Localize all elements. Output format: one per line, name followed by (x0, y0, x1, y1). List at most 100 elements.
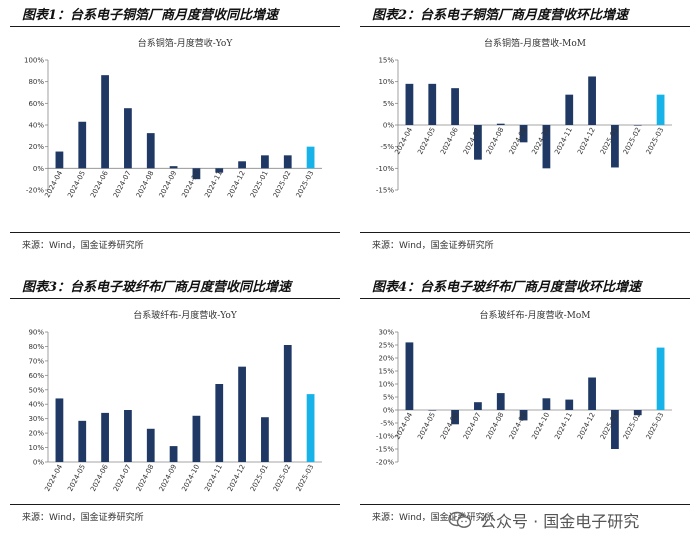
source-rule (360, 504, 690, 505)
watermark: 公众号 · 国金电子研究 (448, 506, 639, 534)
x-tick-label: 2024-12 (226, 170, 247, 200)
y-tick-label: 10% (28, 444, 44, 452)
y-tick-label: 20% (28, 143, 44, 151)
y-tick-label: 80% (28, 78, 44, 86)
x-tick-label: 2024-09 (158, 463, 179, 493)
figure-panel-1: 图表1：台系电子铜箔厂商月度营收同比增速 台系铜箔-月度营收-YoY -20% 0%… (10, 4, 350, 254)
y-tick-label: -15% (376, 187, 394, 195)
x-tick-label: 2025-02 (272, 170, 293, 200)
bar-2024-06 (451, 410, 459, 425)
bar-2024-10 (192, 415, 201, 462)
bar-2025-02 (283, 155, 292, 169)
y-tick-label: 90% (28, 329, 44, 337)
title-rule (10, 298, 340, 299)
bar-chart-glass-fabric-yoy: 台系玻纤布-月度营收-YoY 0% 10% 20% 30% 40% 50% 60% 70% 80%… (28, 309, 322, 493)
title-rule (360, 26, 690, 27)
bar-2024-05 (428, 83, 437, 125)
x-tick-label: 2024-07 (112, 463, 133, 493)
chart-title: 台系玻纤布-月度营收-YoY (133, 309, 238, 321)
x-tick-label: 2025-02 (622, 126, 643, 156)
bar-2024-12 (588, 76, 596, 125)
bar-2025-03 (306, 394, 315, 462)
bar-2025-01 (261, 417, 269, 462)
y-tick-label: 10% (378, 78, 394, 86)
bar-2024-08 (146, 428, 155, 462)
y-tick-label: 25% (378, 342, 394, 350)
figure-title: 图表1：台系电子铜箔厂商月度营收同比增速 (22, 8, 279, 23)
x-tick-label: 2024-07 (462, 411, 483, 441)
figure-panel-2: 图表2：台系电子铜箔厂商月度营收环比增速 台系铜箔-月度营收-MoM -15% -1… (360, 4, 700, 254)
bar-2025-01 (611, 125, 619, 168)
x-tick-label: 2024-06 (89, 463, 110, 493)
bar-2024-07 (474, 125, 482, 160)
bar-2024-05 (428, 410, 437, 411)
x-tick-label: 2024-12 (576, 126, 597, 156)
bar-2024-11 (215, 384, 224, 462)
x-tick-label: 2025-03 (645, 411, 666, 441)
bar-2024-07 (124, 410, 132, 462)
x-tick-label: 2024-04 (43, 463, 64, 493)
bar-chart-copper-foil-yoy: 台系铜箔-月度营收-YoY -20% 0% 20% 40% 60% 80% 100% 2024-… (24, 37, 322, 200)
source-note: 来源：Wind，国金证券研究所 (22, 241, 144, 251)
x-tick-label: 2025-02 (272, 463, 293, 493)
x-tick-label: 2024-09 (158, 170, 179, 200)
figure-panel-4: 图表4：台系电子玻纤布厂商月度营收环比增速 台系玻纤布-月度营收-MoM -20%… (360, 276, 700, 526)
x-tick-label: 2024-08 (485, 126, 506, 156)
y-tick-label: 0% (33, 459, 44, 467)
figure-panel-3: 图表3：台系电子玻纤布厂商月度营收同比增速 台系玻纤布-月度营收-YoY 0% 10… (10, 276, 350, 526)
y-tick-label: 0% (33, 165, 44, 173)
bar-2024-09 (519, 125, 528, 143)
bar-chart-copper-foil-mom: 台系铜箔-月度营收-MoM -15% -10% -5% 0% 5% 10% 15% 2024-0… (376, 37, 672, 195)
chart-title: 台系铜箔-月度营收-YoY (138, 37, 234, 49)
bar-2024-08 (146, 133, 155, 169)
x-tick-label: 2024-05 (416, 411, 437, 441)
x-tick-label: 2024-04 (393, 126, 414, 156)
bar-2024-12 (238, 161, 246, 169)
title-rule (10, 26, 340, 27)
bar-2024-10 (542, 398, 551, 410)
bar-2025-03 (656, 347, 665, 410)
source-rule (10, 232, 340, 233)
bar-2024-06 (101, 412, 109, 462)
source-note: 来源：Wind，国金证券研究所 (372, 513, 494, 523)
chart-title: 台系铜箔-月度营收-MoM (484, 37, 586, 49)
bar-2024-12 (588, 377, 596, 410)
x-tick-label: 2024-05 (416, 126, 437, 156)
x-tick-label: 2024-11 (553, 126, 574, 156)
y-tick-label: 0% (383, 407, 394, 415)
bar-2025-03 (656, 94, 665, 125)
bar-2024-10 (192, 168, 201, 180)
bar-2024-11 (565, 399, 574, 410)
x-tick-label: 2024-06 (439, 126, 460, 156)
bar-2024-04 (405, 342, 414, 410)
x-tick-label: 2024-10 (530, 411, 551, 441)
bar-2025-02 (633, 125, 642, 126)
title-rule (360, 298, 690, 299)
wechat-icon (448, 511, 472, 528)
x-tick-label: 2024-05 (66, 463, 87, 493)
x-tick-label: 2024-08 (135, 170, 156, 200)
y-tick-label: 60% (28, 372, 44, 380)
watermark-text: 公众号 · 国金电子研究 (480, 512, 640, 531)
y-tick-label: 30% (378, 329, 394, 337)
bar-2024-06 (101, 75, 109, 169)
bar-2024-04 (55, 151, 64, 169)
bar-2024-05 (78, 420, 87, 462)
bar-2024-09 (169, 446, 178, 462)
bar-2024-06 (451, 88, 459, 125)
source-rule (10, 504, 340, 505)
bar-2024-12 (238, 366, 246, 462)
x-tick-label: 2024-10 (180, 463, 201, 493)
x-tick-label: 2024-12 (226, 463, 247, 493)
x-tick-label: 2024-12 (576, 411, 597, 441)
y-tick-label: 20% (378, 355, 394, 363)
y-tick-label: -20% (376, 459, 394, 467)
chart-title: 台系玻纤布-月度营收-MoM (480, 309, 591, 321)
y-tick-label: -10% (376, 165, 394, 173)
source-note: 来源：Wind，国金证券研究所 (22, 513, 144, 523)
bar-2024-11 (215, 168, 224, 173)
figure-title: 图表4：台系电子玻纤布厂商月度营收环比增速 (372, 280, 642, 295)
figure-title: 图表2：台系电子铜箔厂商月度营收环比增速 (372, 8, 629, 23)
y-tick-label: 50% (28, 386, 44, 394)
bar-2024-07 (474, 402, 482, 410)
